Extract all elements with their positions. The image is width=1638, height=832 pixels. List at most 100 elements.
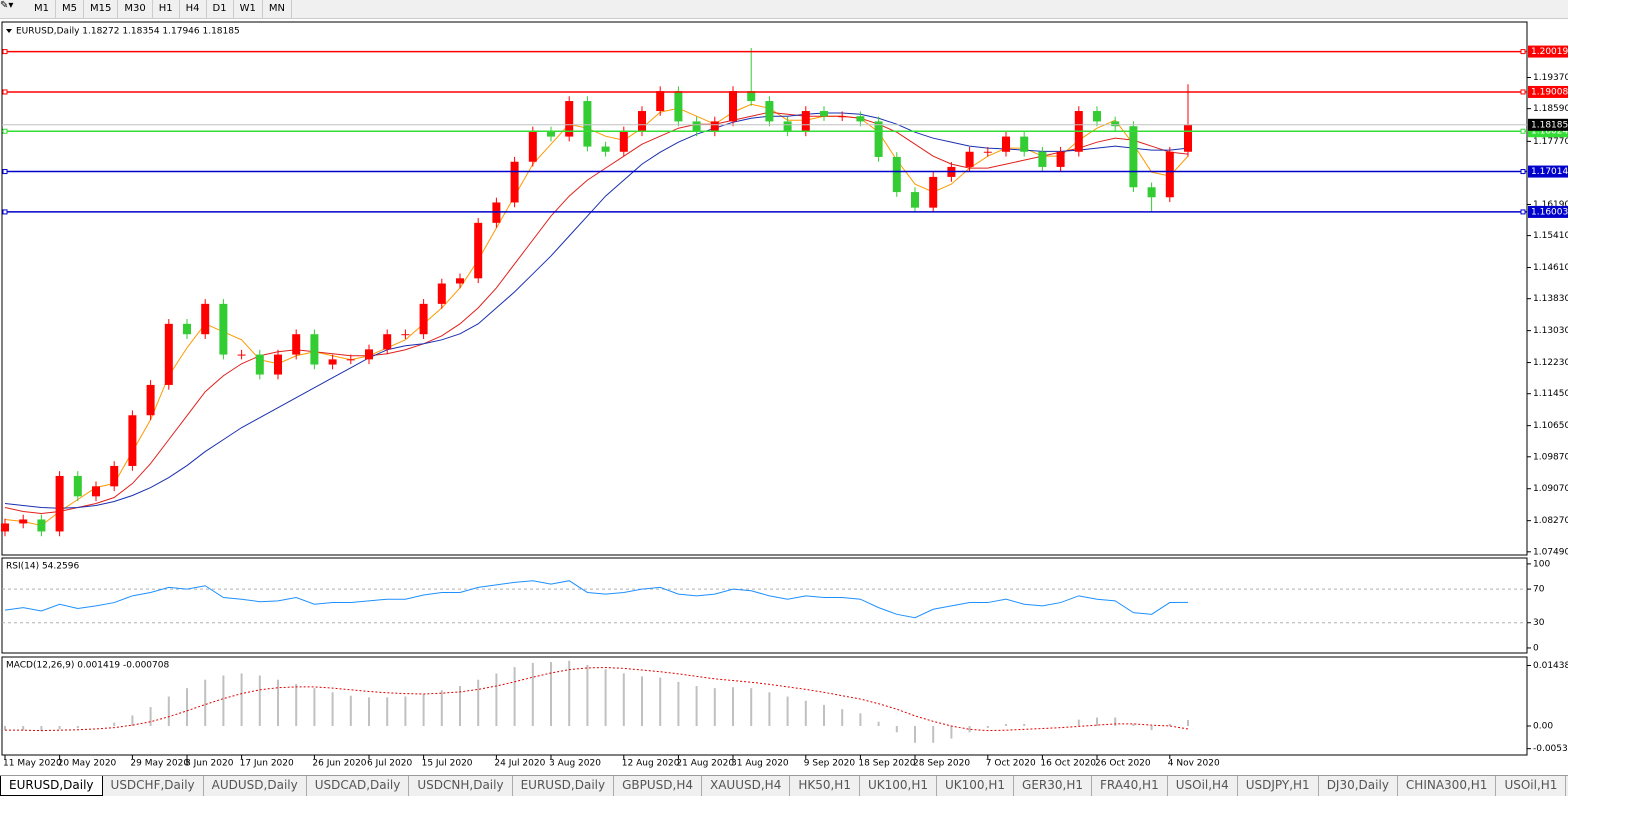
timeframe-button[interactable]: MN	[263, 0, 292, 18]
candle-body	[601, 146, 610, 152]
candle-body	[710, 121, 719, 132]
candle-body	[201, 303, 210, 335]
symbol-tab[interactable]: XAUUSD,H4	[702, 776, 791, 796]
y-tick-label: 1.17770	[1533, 137, 1568, 147]
moving-average	[4, 112, 1189, 509]
timeframe-toolbar: ✎▾ M1 M5 M15 M30 H1 H4 D1 W1 MN	[0, 0, 1568, 19]
level-label: 1.18024	[1531, 127, 1568, 137]
candle-body	[19, 519, 28, 524]
symbol-tab[interactable]: DJ30,Daily	[1319, 776, 1398, 796]
candle-body	[783, 121, 792, 132]
y-tick-label: 1.13830	[1533, 294, 1568, 304]
symbol-tab[interactable]: UK100,H1	[937, 776, 1015, 796]
level-handle	[1520, 49, 1526, 55]
x-tick-label: 11 May 2020	[3, 759, 62, 769]
candle-body	[820, 111, 828, 117]
timeframe-button[interactable]: M30	[118, 0, 153, 18]
symbol-tab[interactable]: USDCAD,Daily	[307, 776, 410, 796]
candle-body	[1, 523, 9, 532]
x-tick-label: 7 Oct 2020	[986, 759, 1036, 769]
y-tick-label: 70	[1533, 585, 1545, 595]
symbol-tab[interactable]: HK50,H1	[790, 776, 860, 796]
timeframe-button[interactable]: H1	[153, 0, 180, 18]
candle-body	[383, 334, 392, 350]
symbol-tab[interactable]: EURUSD,Daily	[513, 776, 615, 796]
candle-body	[638, 111, 646, 132]
candle-body	[547, 131, 555, 137]
level-handle	[2, 89, 8, 95]
x-tick-label: 28 Sep 2020	[913, 759, 970, 769]
level-label: 1.19008	[1531, 87, 1568, 97]
level-label: 1.17014	[1531, 167, 1568, 177]
candle-body	[911, 192, 919, 208]
last-price-box	[1528, 118, 1568, 131]
candle-body	[1129, 126, 1138, 188]
candle-body	[1002, 136, 1010, 152]
symbol-tab[interactable]: USOil,H4	[1168, 776, 1238, 796]
timeframe-button[interactable]: H4	[180, 0, 207, 18]
timeframe-button[interactable]: W1	[234, 0, 263, 18]
x-tick-label: 26 Oct 2020	[1095, 759, 1151, 769]
chart-title: EURUSD,Daily 1.18272 1.18354 1.17946 1.1…	[16, 27, 240, 37]
candle-body	[128, 415, 137, 466]
y-tick-label: 1.09070	[1533, 484, 1568, 494]
y-tick-label: 0	[1533, 643, 1539, 653]
candle-body	[892, 156, 901, 193]
candle-body	[1147, 187, 1156, 198]
macd-signal	[5, 667, 1189, 732]
tool-icon[interactable]: ✎▾	[0, 0, 14, 11]
candle-body	[164, 323, 173, 385]
symbol-tab[interactable]: USDCHF,Daily	[103, 776, 204, 796]
timeframe-button[interactable]: M1	[28, 0, 56, 18]
level-handle	[1520, 169, 1526, 175]
candle-body	[255, 354, 264, 375]
x-tick-label: 18 Sep 2020	[858, 759, 915, 769]
y-tick-label: 1.08270	[1533, 516, 1568, 526]
y-tick-label: 1.14610	[1533, 263, 1568, 273]
y-tick-label: 1.16190	[1533, 200, 1568, 210]
candle-body	[983, 151, 992, 153]
symbol-tab[interactable]: GBPUSD,H4	[614, 776, 702, 796]
level-handle	[1520, 89, 1526, 95]
x-tick-label: 20 May 2020	[58, 759, 117, 769]
level-handle	[2, 49, 8, 55]
candle-body	[401, 334, 410, 336]
candle-body	[237, 354, 246, 356]
symbol-tab[interactable]: USDCNH,Daily	[409, 776, 513, 796]
y-tick-label: 1.12230	[1533, 358, 1568, 368]
macd-title: MACD(12,26,9) 0.001419 -0.000708	[6, 661, 169, 671]
symbol-tab[interactable]: EURUSD,Daily	[0, 776, 103, 796]
symbol-tab[interactable]: FRA40,H1	[1092, 776, 1168, 796]
timeframe-button[interactable]: M5	[56, 0, 84, 18]
symbol-tab[interactable]: UK100,H1	[860, 776, 937, 796]
level-handle	[2, 209, 8, 215]
x-tick-label: 15 Jul 2020	[422, 759, 473, 769]
candle-body	[619, 131, 628, 152]
candle-body	[219, 303, 228, 355]
x-tick-label: 8 Jun 2020	[185, 759, 234, 769]
symbol-tab[interactable]: CHINA300,H1	[1398, 776, 1497, 796]
collapse-arrow[interactable]	[6, 29, 12, 33]
x-tick-label: 6 Jul 2020	[367, 759, 412, 769]
candle-body	[965, 151, 974, 167]
candle-body	[110, 465, 119, 487]
candle-body	[1056, 151, 1065, 167]
candle-body	[292, 334, 301, 355]
y-tick-label: 1.13030	[1533, 326, 1568, 336]
symbol-tab[interactable]: USOil,H1	[1496, 776, 1567, 796]
x-tick-label: 17 Jun 2020	[240, 759, 294, 769]
level-label-box	[1528, 85, 1568, 98]
timeframe-button[interactable]: M15	[84, 0, 119, 18]
price-panel	[1, 21, 1528, 556]
y-tick-label: 1.18590	[1533, 104, 1568, 114]
candle-body	[510, 161, 519, 203]
timeframe-button[interactable]: D1	[207, 0, 234, 18]
level-label: 1.16003	[1531, 207, 1568, 217]
symbol-tab[interactable]: USDJPY,H1	[1238, 776, 1319, 796]
x-tick-label: 3 Aug 2020	[549, 759, 601, 769]
candle-body	[1165, 151, 1174, 198]
symbol-tab[interactable]: GER30,H1	[1014, 776, 1092, 796]
symbol-tab[interactable]: AUDUSD,Daily	[204, 776, 307, 796]
candle-body	[310, 334, 319, 365]
x-tick-label: 12 Aug 2020	[622, 759, 680, 769]
